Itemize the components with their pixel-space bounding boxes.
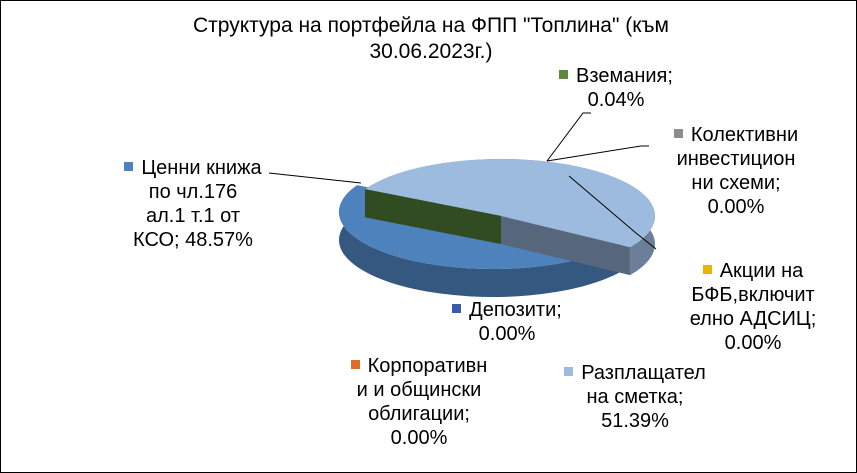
data-label-razplashtatel-line-2: 51.39% [535,409,735,433]
data-label-text-korporativni-2: облигации; [368,403,470,425]
data-label-text-razplashtatel-1: на сметка; [586,386,684,408]
data-label-kolektivni-line-1: инвестицион [641,147,831,171]
legend-key-razplashtatel [564,367,574,376]
data-label-akcii-line-0: Акции на [653,259,853,283]
data-label-text-kolektivni-3: 0.00% [707,196,765,218]
data-label-cenni-line-3: КСО; 48.57% [83,228,303,252]
data-label-razplashtatel: Разплащател на сметка; 51.39% [535,361,735,433]
legend-key-korporativni [350,360,360,369]
data-label-akcii-line-3: 0.00% [653,331,853,355]
data-label-depoziti-line-0: Депозити; [427,298,587,322]
pie-slice-side-cenni [339,185,622,297]
chart-title-line-2: 30.06.2023г.) [369,40,493,63]
leader-line-kolektivni [546,145,649,162]
data-label-text-cenni-3: КСО; 48.57% [133,229,253,251]
data-label-cenni-line-1: по чл.176 [83,180,303,204]
data-label-text-razplashtatel-2: 51.39% [601,410,669,432]
data-label-text-cenni-1: по чл.176 [148,181,238,203]
data-label-kolektivni-line-3: 0.00% [641,195,831,219]
data-label-text-vzemania-1: 0.04% [587,89,645,111]
data-label-vzemania-line-1: 0.04% [521,88,711,112]
data-label-text-cenni-0: Ценни книжа [141,157,262,179]
data-label-depoziti-line-1: 0.00% [427,322,587,346]
leader-line-vzemania [546,112,591,162]
data-label-cenni: Ценни книжа по чл.176 ал.1 т.1 от КСО; 48.5… [83,156,303,252]
data-label-text-cenni-2: ал.1 т.1 от [145,205,241,227]
data-label-text-kolektivni-1: инвестицион [676,148,796,170]
data-label-text-akcii-3: 0.00% [724,332,782,354]
data-label-vzemania-line-0: Вземания; [521,64,711,88]
data-label-kolektivni-line-0: Колективни [641,123,831,147]
data-label-akcii: Акции на БФБ,включит елно АДСИЦ; 0.00% [653,259,853,355]
data-label-razplashtatel-line-1: на сметка; [535,385,735,409]
data-label-depoziti: Депозити; 0.00% [427,298,587,346]
data-label-akcii-line-1: БФБ,включит [653,283,853,307]
data-label-kolektivni: Колективни инвестицион ни схеми; 0.00% [641,123,831,219]
legend-key-cenni [124,162,134,171]
data-label-korporativni-line-2: облигации; [319,402,519,426]
data-label-text-depoziti-0: Депозити; [469,299,562,321]
data-label-text-razplashtatel-0: Разплащател [581,362,706,384]
data-label-korporativni-line-0: Корпоративн [319,354,519,378]
data-label-akcii-line-2: елно АДСИЦ; [653,307,853,331]
data-label-cenni-line-0: Ценни книжа [83,156,303,180]
leader-line-cenni [268,172,362,184]
legend-key-depoziti [452,304,462,313]
leader-line-akcii [568,175,657,250]
data-label-korporativni-line-3: 0.00% [319,426,519,450]
chart-title-line-1: Структура на портфейла на ФПП "Топлина" … [193,14,669,37]
data-label-text-kolektivni-0: Колективни [690,124,799,146]
data-label-text-korporativni-3: 0.00% [390,427,448,449]
data-label-razplashtatel-line-0: Разплащател [535,361,735,385]
legend-key-kolektivni [673,129,683,138]
chart-title: Структура на портфейла на ФПП "Топлина" … [131,13,731,65]
data-label-korporativni-line-1: и и общински [319,378,519,402]
data-label-text-korporativni-1: и и общински [356,379,482,401]
data-label-text-akcii-1: БФБ,включит [691,284,815,306]
data-label-text-vzemania-0: Вземания; [576,65,673,87]
data-label-kolektivni-line-2: ни схеми; [641,171,831,195]
data-label-text-korporativni-0: Корпоративн [367,355,488,377]
data-label-korporativni: Корпоративн и и общински облигации; 0.00% [319,354,519,450]
data-label-text-akcii-2: елно АДСИЦ; [689,308,817,330]
pie-slice-cut-razplashtatel-1 [501,216,630,276]
pie-slice-vzemania [365,189,501,216]
data-label-vzemania: Вземания; 0.04% [521,64,711,112]
data-label-cenni-line-2: ал.1 т.1 от [83,204,303,228]
data-label-text-kolektivni-2: ни схеми; [691,172,781,194]
data-label-text-akcii-0: Акции на [719,260,804,282]
data-label-text-depoziti-1: 0.00% [478,323,536,345]
pie-slice-cut-vzemania-1 [365,189,501,244]
legend-key-vzemania [559,70,569,79]
legend-key-akcii [702,265,712,274]
pie-slice-razplashtatel [365,158,656,248]
